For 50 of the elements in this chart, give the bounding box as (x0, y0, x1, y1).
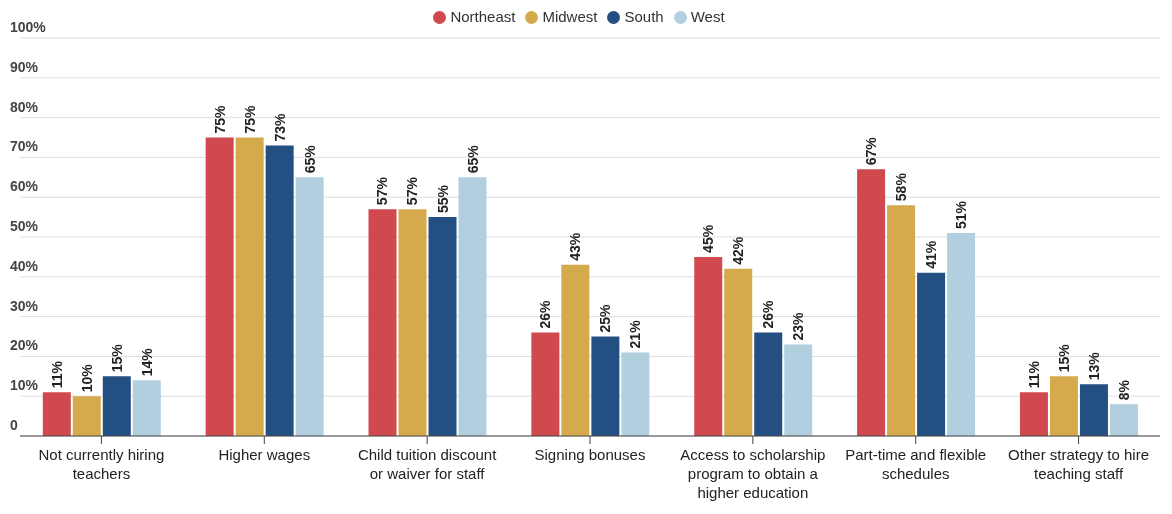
data-label: 8% (1115, 379, 1132, 401)
y-tick-label: 90% (10, 58, 39, 75)
y-tick-label: 80% (10, 98, 39, 115)
data-label: 14% (138, 347, 155, 377)
data-label: 57% (374, 176, 391, 206)
legend-label: Northeast (450, 8, 516, 25)
data-label: 23% (790, 311, 807, 341)
data-label: 75% (241, 104, 258, 134)
data-label: 15% (108, 343, 125, 373)
y-tick-label: 20% (10, 337, 39, 354)
data-label: 65% (464, 144, 481, 174)
data-label: 11% (48, 360, 65, 389)
data-label: 13% (1085, 351, 1102, 381)
y-tick-label: 10% (10, 377, 39, 394)
data-label: 15% (1055, 343, 1072, 373)
data-label: 45% (700, 224, 717, 253)
y-tick-label: 60% (10, 178, 39, 195)
x-tick-label: Other strategy to hire teaching staff (1008, 446, 1150, 482)
x-tick-label: Access to scholarship program to obtain a higher education (680, 446, 826, 501)
data-label: 58% (893, 172, 910, 202)
legend-label: South (624, 8, 664, 25)
data-label: 26% (537, 299, 554, 329)
data-label: 11% (1025, 360, 1042, 389)
data-label: 21% (627, 319, 644, 349)
y-tick-label: 40% (10, 257, 39, 274)
x-tick-label: Higher wages (218, 446, 311, 463)
data-label: 41% (923, 240, 940, 269)
data-label: 42% (730, 236, 747, 265)
y-tick-label: 30% (10, 297, 39, 314)
x-tick-label: Signing bonuses (534, 446, 646, 463)
data-label: 65% (301, 144, 318, 174)
x-tick-label: Child tuition discount or waiver for staff (357, 446, 498, 482)
y-tick-label: 0 (10, 417, 18, 433)
data-label: 73% (271, 112, 288, 142)
legend-label: West (690, 8, 725, 25)
data-label: 57% (404, 176, 421, 206)
data-label: 25% (597, 303, 614, 333)
y-tick-label: 70% (10, 138, 39, 155)
legend-label: Midwest (542, 8, 598, 25)
y-tick-label: 100% (10, 19, 47, 35)
x-tick-label: Not currently hiring teachers (38, 446, 165, 482)
y-tick-label: 50% (10, 218, 39, 234)
data-label: 67% (863, 136, 880, 166)
x-tick-label: Part-time and flexible schedules (845, 446, 987, 482)
data-label: 26% (760, 299, 777, 329)
data-label: 51% (953, 200, 970, 230)
data-label: 75% (211, 104, 228, 134)
data-label: 10% (78, 363, 95, 393)
data-label: 43% (567, 232, 584, 261)
data-label: 55% (434, 184, 451, 214)
